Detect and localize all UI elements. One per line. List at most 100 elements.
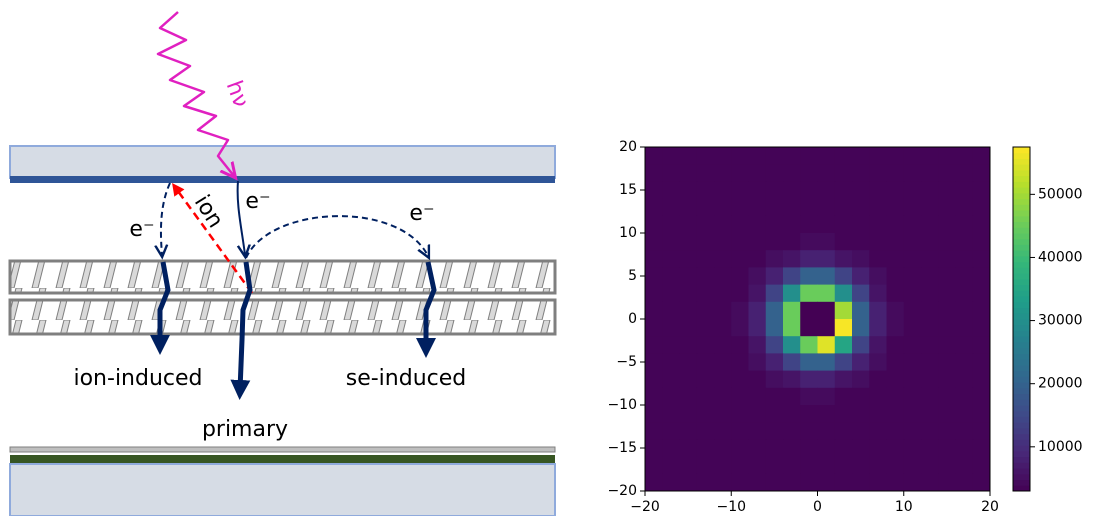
heat-cell (835, 422, 853, 440)
heat-cell (731, 233, 749, 251)
heat-cell (852, 181, 870, 199)
heat-cell (956, 457, 974, 475)
heat-cell (869, 457, 887, 475)
heat-cell (887, 250, 905, 268)
heat-cell (869, 405, 887, 423)
heat-cell (956, 353, 974, 371)
heat-cell (680, 371, 698, 389)
colorbar-segment (1013, 405, 1030, 411)
heat-cell (956, 250, 974, 268)
colorbar-segment (1013, 164, 1030, 170)
heat-cell (973, 216, 991, 234)
photon-label: hν (221, 78, 253, 111)
heat-cell (904, 267, 922, 285)
heat-cell (680, 147, 698, 165)
heat-cell (662, 336, 680, 354)
heat-cell (714, 285, 732, 303)
heat-cell (956, 405, 974, 423)
heat-cell (697, 457, 715, 475)
heat-cell (749, 199, 767, 217)
colorbar-segment (1013, 365, 1030, 371)
heat-cell (852, 474, 870, 492)
heat-cell (783, 388, 801, 406)
heat-cell (869, 388, 887, 406)
heat-cell (697, 302, 715, 320)
colorbar-segment (1013, 285, 1030, 291)
heat-cell (783, 371, 801, 389)
grid (10, 447, 555, 452)
heat-cell (956, 164, 974, 182)
heat-cell (766, 439, 784, 457)
heat-cell (956, 319, 974, 337)
colorbar-segment (1013, 170, 1030, 176)
heat-cell (662, 164, 680, 182)
heat-cell (818, 405, 836, 423)
heat-cell (749, 439, 767, 457)
heat-cell (818, 388, 836, 406)
heat-cell (973, 267, 991, 285)
heat-cell (749, 457, 767, 475)
colorbar-segment (1013, 181, 1030, 187)
heat-cell (818, 336, 836, 354)
heat-cell (662, 302, 680, 320)
heat-cell (869, 199, 887, 217)
heat-cell (662, 405, 680, 423)
heat-cell (697, 422, 715, 440)
heat-cell (852, 302, 870, 320)
heat-cell (835, 267, 853, 285)
heat-cell (938, 199, 956, 217)
heat-cell (904, 147, 922, 165)
heat-cell (973, 371, 991, 389)
heat-cell (921, 439, 939, 457)
heat-cell (938, 439, 956, 457)
heat-cell (680, 388, 698, 406)
window (10, 464, 555, 516)
heat-cell (697, 164, 715, 182)
heat-cell (973, 302, 991, 320)
heat-cell (749, 147, 767, 165)
heat-cell (904, 216, 922, 234)
colorbar-segment (1013, 422, 1030, 428)
heat-cell (714, 388, 732, 406)
heat-cell (731, 439, 749, 457)
colorbar-segment (1013, 353, 1030, 359)
heat-cell (869, 371, 887, 389)
colorbar-tick-label: 50000 (1038, 186, 1083, 202)
heat-cell (973, 319, 991, 337)
heat-cell (645, 353, 663, 371)
heat-cell (645, 216, 663, 234)
heat-cell (697, 371, 715, 389)
heat-cell (973, 474, 991, 492)
colorbar-segment (1013, 371, 1030, 377)
heat-cell (697, 147, 715, 165)
heat-cell (662, 474, 680, 492)
heat-cell (904, 336, 922, 354)
heat-cell (973, 422, 991, 440)
heat-cell (887, 388, 905, 406)
heat-cell (835, 164, 853, 182)
colorbar-tick-label: 10000 (1038, 439, 1083, 455)
heat-cell (731, 164, 749, 182)
electron-label: e⁻ (245, 189, 270, 214)
heat-cell (921, 422, 939, 440)
heat-cell (714, 439, 732, 457)
heat-cell (869, 439, 887, 457)
colorbar-segment (1013, 359, 1030, 365)
heat-cell (852, 147, 870, 165)
electron-label: e⁻ (409, 201, 434, 226)
heat-cell (956, 302, 974, 320)
heat-cell (818, 267, 836, 285)
heat-cell (973, 233, 991, 251)
heat-cell (973, 457, 991, 475)
heat-cell (662, 147, 680, 165)
colorbar-segment (1013, 325, 1030, 331)
heat-cell (921, 371, 939, 389)
heat-cell (783, 250, 801, 268)
heat-cell (904, 164, 922, 182)
heat-cell (800, 199, 818, 217)
heat-cell (749, 371, 767, 389)
heat-cell (783, 336, 801, 354)
heat-cell (800, 164, 818, 182)
heat-cell (887, 181, 905, 199)
y-tick-label: 5 (628, 268, 637, 284)
